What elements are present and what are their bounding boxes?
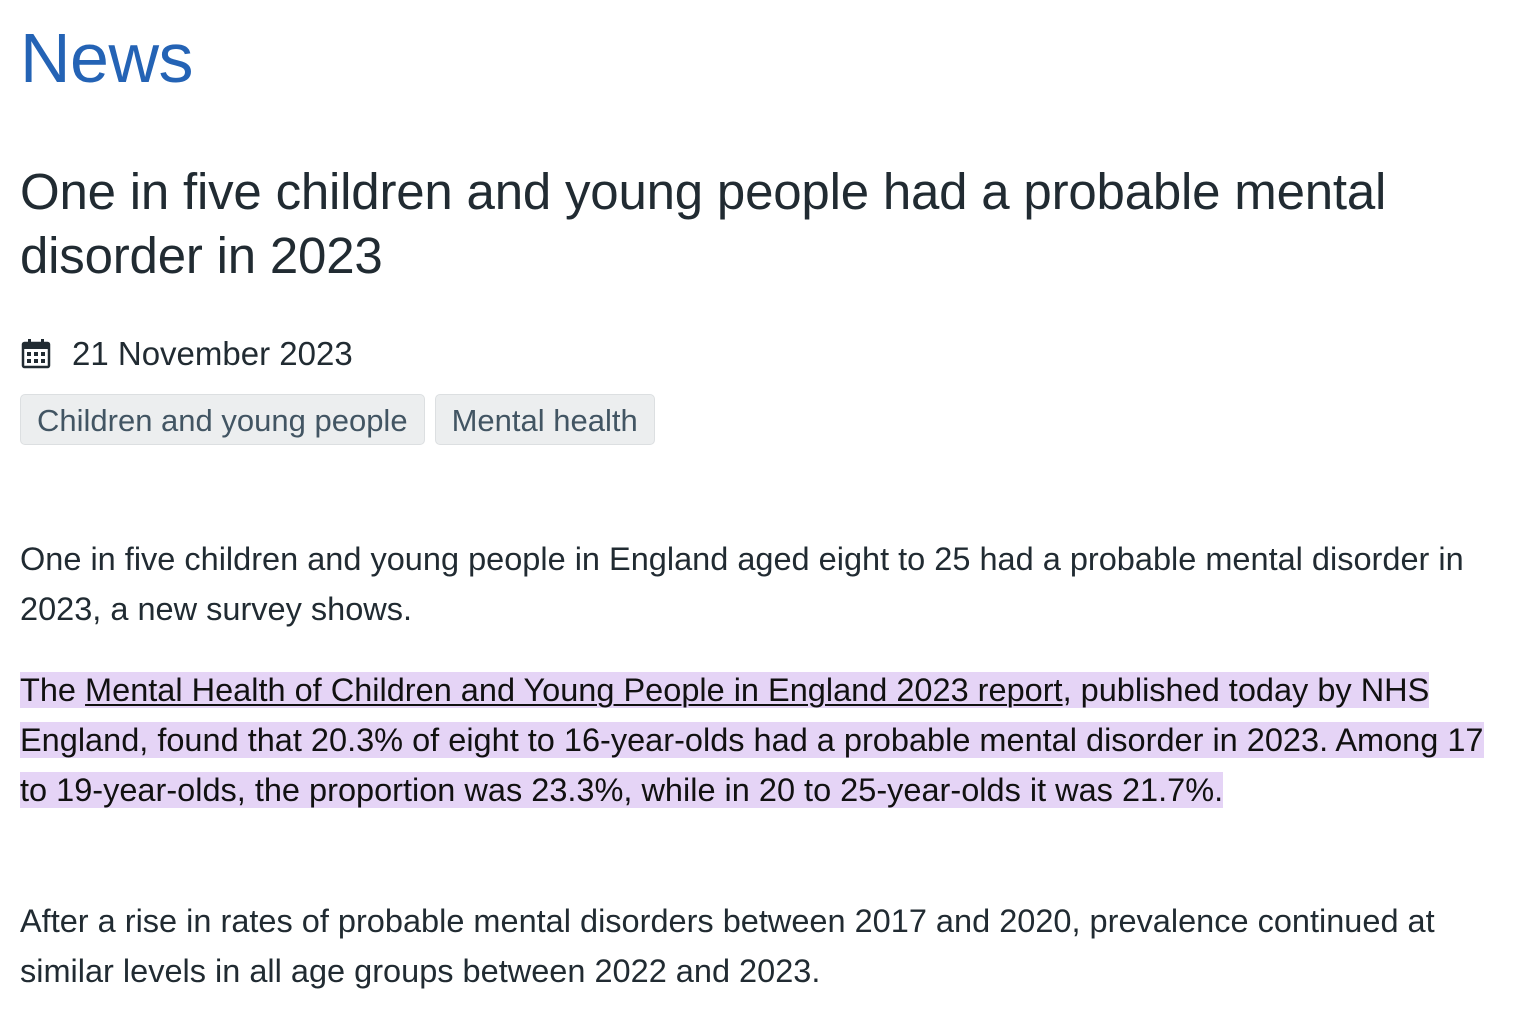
calendar-icon (20, 338, 52, 370)
article-date-row: 21 November 2023 (20, 334, 353, 374)
article-paragraph-intro: One in five children and young people in… (20, 541, 1464, 627)
article-paragraph-highlighted: The Mental Health of Children and Young … (20, 665, 1496, 815)
tag-mental-health[interactable]: Mental health (434, 394, 655, 445)
article-date: 21 November 2023 (72, 335, 353, 372)
article-title: One in five children and young people ha… (20, 163, 1387, 284)
article-paragraph-trend: After a rise in rates of probable mental… (20, 903, 1435, 989)
paragraph-prefix: The (20, 672, 86, 708)
paragraph-suffix: , published today by NHS England, found … (20, 672, 1484, 808)
tag-list: Children and young people Mental health (20, 394, 655, 445)
section-heading: News (20, 19, 194, 97)
highlighted-text: The Mental Health of Children and Young … (20, 672, 1484, 808)
tag-children-and-young-people[interactable]: Children and young people (20, 394, 425, 445)
report-link[interactable]: Mental Health of Children and Young Peop… (85, 672, 1063, 708)
